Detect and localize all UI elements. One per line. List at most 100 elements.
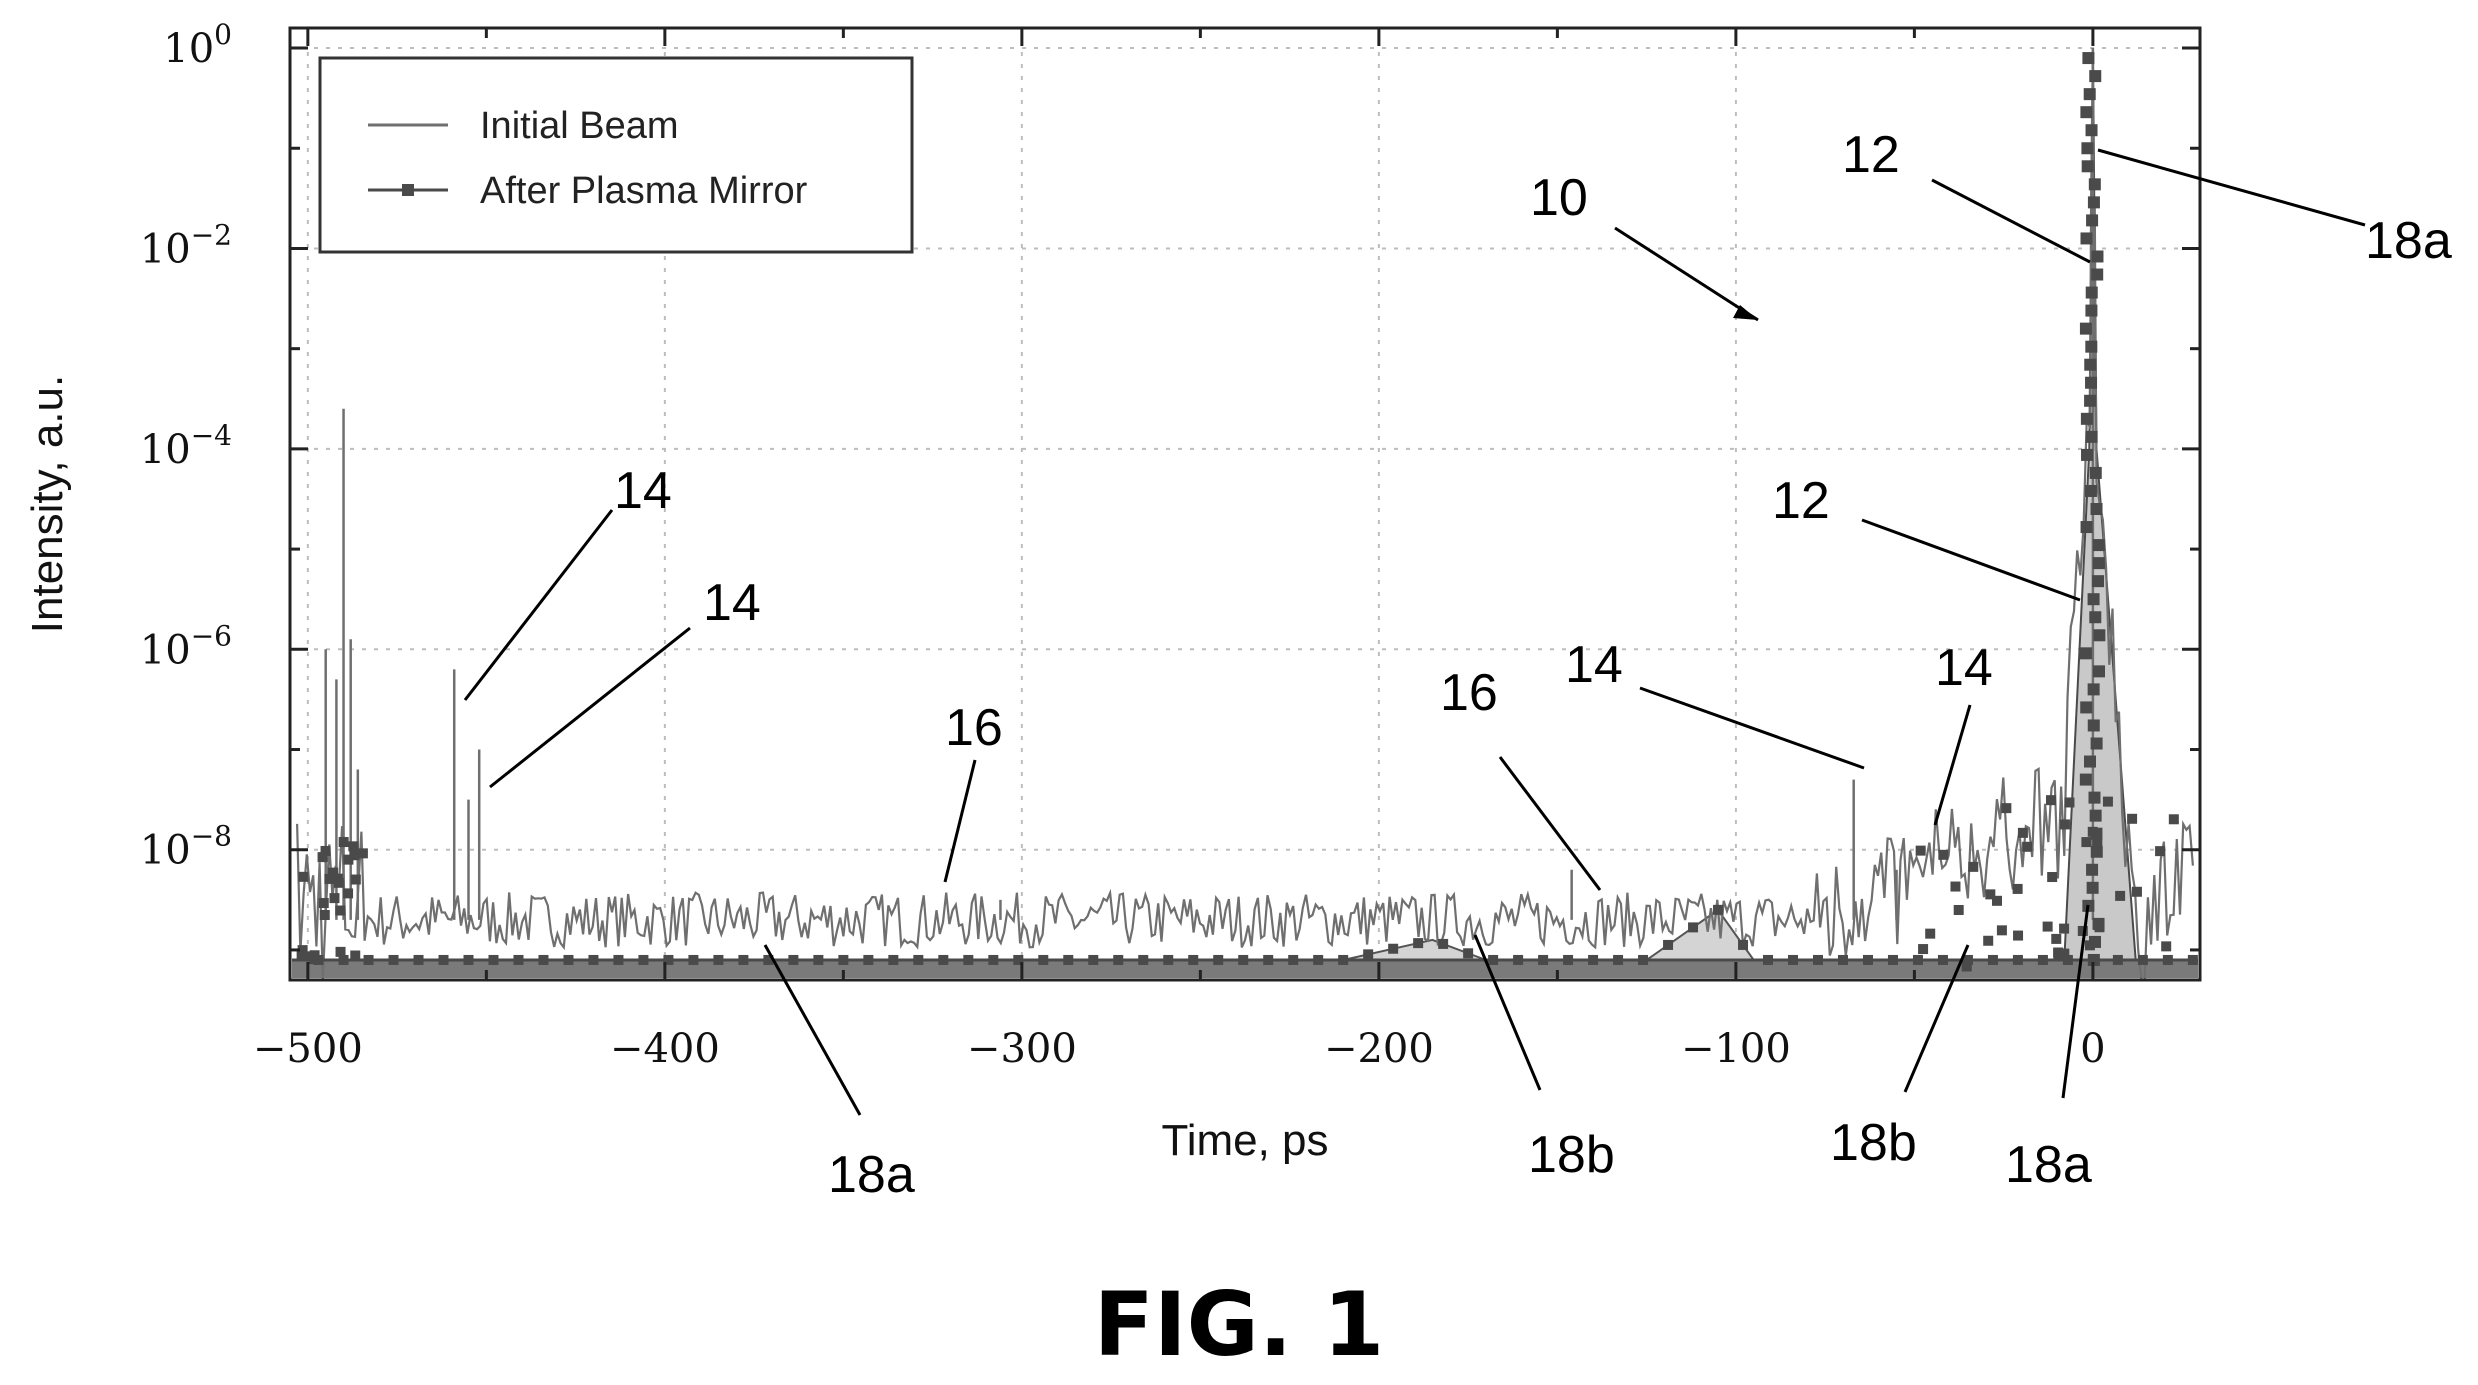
y-axis-label: Intensity, a.u. (23, 375, 72, 633)
plasma-mirror-early-marker (338, 837, 349, 848)
plasma-mirror-marker (913, 954, 924, 965)
plasma-mirror-peak-marker (2087, 719, 2100, 732)
plasma-mirror-early-marker (298, 871, 309, 882)
plasma-mirror-marker (2012, 954, 2023, 965)
plasma-mirror-peak-marker (2088, 791, 2101, 804)
plasma-mirror-marker (938, 954, 949, 965)
leader-16-a (943, 759, 977, 883)
leader-10 (1614, 226, 1759, 322)
plasma-mirror-scatter-marker (2022, 841, 2033, 852)
plasma-mirror-marker (2112, 954, 2123, 965)
plasma-mirror-early-marker (349, 850, 360, 861)
plasma-mirror-early-marker (329, 893, 340, 904)
ref-14-d: 14 (1935, 639, 1993, 697)
plasma-mirror-peak-marker (2080, 412, 2093, 425)
plasma-mirror-early-marker (328, 867, 339, 878)
plasma-mirror-peak-marker (2086, 214, 2099, 227)
plasma-mirror-early-marker (309, 950, 320, 961)
plasma-mirror-early-marker (350, 950, 361, 961)
plasma-mirror-marker (638, 954, 649, 965)
plasma-mirror-marker (1188, 954, 1199, 965)
leader-18a-top (2097, 148, 2366, 227)
plasma-mirror-bump (1643, 908, 1756, 961)
plasma-mirror-marker (488, 954, 499, 965)
plasma-mirror-scatter-marker (1915, 845, 1926, 856)
plasma-mirror-early-marker (333, 877, 344, 888)
x-tick-label: −200 (1324, 1026, 1434, 1072)
plasma-mirror-peak-marker (2080, 701, 2093, 714)
y-tick-label: 100 (163, 18, 232, 72)
y-tick-label: 10−6 (140, 619, 232, 673)
x-tick-label: 0 (2080, 1026, 2105, 1072)
plasma-mirror-peak-marker (2085, 124, 2098, 137)
plasma-mirror-peak-marker (2081, 448, 2094, 461)
plasma-mirror-marker (1438, 938, 1449, 949)
plasma-mirror-scatter-marker (2045, 795, 2056, 806)
plasma-mirror-scatter-marker (2059, 819, 2070, 830)
plasma-mirror-peak-marker (2084, 484, 2097, 497)
plasma-mirror-early-marker (343, 854, 354, 865)
plasma-mirror-marker (1937, 954, 1948, 965)
plasma-mirror-scatter-marker (1996, 925, 2007, 936)
y-tick-label: 10−4 (140, 419, 232, 473)
x-tick-label: −400 (610, 1026, 720, 1072)
plasma-mirror-marker (463, 954, 474, 965)
plasma-mirror-scatter-marker (1983, 935, 1994, 946)
plasma-mirror-peak-marker (2087, 196, 2100, 209)
plasma-mirror-early-marker (296, 950, 307, 961)
plasma-mirror-scatter-marker (2013, 930, 2024, 941)
plasma-mirror-marker (1688, 922, 1699, 933)
plasma-mirror-peak-marker (2086, 863, 2099, 876)
plasma-mirror-marker (1663, 939, 1674, 950)
plasma-mirror-marker (2187, 954, 2198, 965)
x-tick-label: −100 (1681, 1026, 1791, 1072)
plasma-mirror-peak-marker (2085, 430, 2098, 443)
plasma-mirror-marker (588, 954, 599, 965)
plasma-mirror-marker (963, 954, 974, 965)
ref-18b-left: 18b (1528, 1126, 1615, 1184)
plasma-mirror-marker (1113, 954, 1124, 965)
plasma-mirror-early-marker (302, 951, 313, 962)
plasma-mirror-peak-marker (2091, 268, 2104, 281)
ref-18a-bottom-left: 18a (828, 1146, 915, 1204)
ref-10: 10 (1530, 169, 1588, 227)
plasma-mirror-peak-marker (2081, 160, 2094, 173)
leader-14-a (463, 509, 614, 701)
plasma-mirror-scatter-marker (1950, 881, 1961, 892)
plasma-mirror-marker (713, 954, 724, 965)
plasma-mirror-marker (738, 954, 749, 965)
x-tick-label: −300 (967, 1026, 1077, 1072)
plasma-mirror-marker (1763, 954, 1774, 965)
plasma-mirror-peak-marker (2093, 629, 2106, 642)
y-tick-label: 10−8 (140, 820, 232, 874)
plasma-mirror-marker (863, 954, 874, 965)
plasma-mirror-marker (1313, 954, 1324, 965)
leader-18b-left (1473, 934, 1542, 1091)
plasma-mirror-marker (563, 954, 574, 965)
ref-14-a: 14 (614, 462, 672, 520)
plasma-mirror-marker (613, 954, 624, 965)
plasma-mirror-marker (1138, 954, 1149, 965)
plasma-mirror-marker (1013, 954, 1024, 965)
plasma-mirror-peak-marker (2080, 521, 2093, 534)
plasma-mirror-marker (1788, 954, 1799, 965)
plasma-mirror-scatter-marker (2059, 948, 2070, 959)
plasma-mirror-peak-marker (2085, 286, 2098, 299)
plasma-mirror-peak-marker (2085, 304, 2098, 317)
plasma-mirror-scatter-marker (2168, 814, 2179, 825)
plasma-mirror-peak-marker (2090, 845, 2103, 858)
plasma-mirror-marker (1862, 954, 1873, 965)
plasma-mirror-scatter-marker (1953, 904, 1964, 915)
ref-14-b: 14 (703, 574, 761, 632)
series-initial-beam-line (296, 47, 2194, 982)
plasma-mirror-peak-marker (2082, 52, 2095, 65)
plasma-mirror-early-marker (348, 841, 359, 852)
legend-marker-after-plasma-mirror (402, 184, 414, 196)
legend-label-initial-beam: Initial Beam (480, 105, 679, 147)
plasma-mirror-marker (788, 954, 799, 965)
legend-label-after-plasma-mirror: After Plasma Mirror (480, 170, 808, 212)
plasma-mirror-early-marker (324, 873, 335, 884)
plasma-mirror-early-marker (319, 910, 330, 921)
plot-frame (288, 26, 2202, 982)
